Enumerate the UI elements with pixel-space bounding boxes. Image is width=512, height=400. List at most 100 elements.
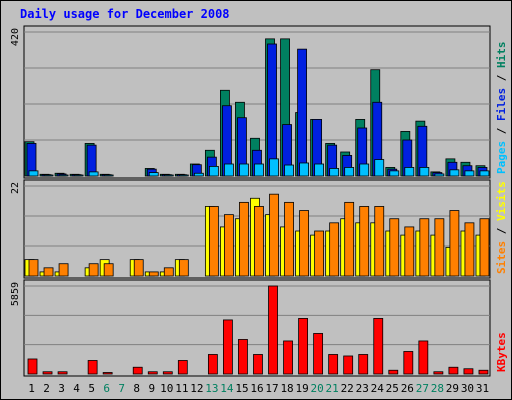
bar-pages-day-18 [284,164,294,177]
bar-sites-day-26 [404,226,415,277]
x-tick-label-day-4: 4 [73,382,80,395]
bar-kbytes-day-24 [373,318,384,375]
bar-kbytes-day-15 [238,339,248,375]
bar-pages-day-9 [148,172,159,177]
bar-kbytes-day-18 [283,340,293,375]
y-max-label: 420 [10,28,21,46]
panel-legend: Sites / Visits [495,181,508,274]
x-tick-label-day-3: 3 [58,382,65,395]
x-tick-label-day-5: 5 [88,382,95,395]
x-tick-label-day-27: 27 [416,382,429,395]
bar-pages-day-28 [434,173,445,177]
panel-legend: KBytes [495,332,508,372]
bar-pages-day-16 [254,163,264,177]
bar-pages-day-6 [103,174,114,177]
bar-sites-day-5 [88,263,99,277]
bar-sites-day-21 [329,222,340,277]
x-tick-label-day-6: 6 [103,382,110,395]
bar-pages-day-15 [239,163,249,177]
legend-entry: KBytes [495,332,508,372]
bar-kbytes-day-10 [162,371,173,375]
x-tick-label-day-18: 18 [280,382,293,395]
x-tick-label-day-22: 22 [341,382,354,395]
legend-entry: / [495,68,508,88]
x-tick-label-day-15: 15 [235,382,248,395]
bar-kbytes-day-13 [207,354,218,375]
bar-sites-day-16 [254,206,264,277]
bar-kbytes-day-29 [448,366,459,375]
bar-kbytes-day-27 [418,340,429,375]
bar-kbytes-day-11 [177,360,188,375]
panel-hits: 420 Pages / Files / Hits [10,25,508,179]
bar-kbytes-day-22 [343,355,354,375]
bar-sites-day-20 [314,230,325,277]
x-tick-label-day-19: 19 [295,382,308,395]
panel-kbytes: 5859 KBytes [10,279,508,377]
bar-pages-day-27 [419,167,430,177]
bar-pages-day-14 [224,163,234,177]
y-max-label: 5859 [10,282,21,306]
x-tick-label-day-2: 2 [43,382,50,395]
bar-kbytes-day-3 [57,371,68,375]
x-tick-label-day-14: 14 [220,382,234,395]
bar-pages-day-21 [329,168,340,177]
bar-pages-day-10 [163,174,174,177]
bar-pages-day-2 [43,174,54,177]
bar-sites-day-31 [479,218,490,277]
legend-entry: Visits [495,181,508,221]
bar-pages-day-11 [178,174,189,177]
bar-pages-day-3 [58,174,69,177]
panel-visits: 22 Sites / Visits [10,179,508,279]
bar-files-day-17 [267,43,277,177]
bar-pages-day-22 [344,167,355,177]
bar-pages-day-17 [269,158,279,177]
bar-pages-day-13 [208,165,219,177]
x-tick-label-day-10: 10 [160,382,173,395]
bar-kbytes-day-8 [132,366,143,375]
bar-pages-day-1 [28,170,39,177]
bar-kbytes-day-16 [253,354,263,375]
bar-sites-day-19 [299,210,309,277]
bar-sites-day-6 [103,263,114,277]
legend-entry: Hits [495,42,508,69]
bar-kbytes-day-19 [298,318,308,375]
x-tick-label-day-31: 31 [476,382,489,395]
bar-kbytes-day-9 [147,371,158,375]
x-tick-label-day-23: 23 [356,382,369,395]
bar-sites-day-27 [419,218,430,277]
bar-kbytes-day-31 [478,369,489,375]
x-tick-label-day-26: 26 [401,382,414,395]
bar-kbytes-day-23 [358,354,369,375]
x-tick-label-day-7: 7 [118,382,125,395]
bar-kbytes-day-2 [42,371,53,375]
bar-pages-day-25 [389,170,400,177]
x-tick-label-day-25: 25 [386,382,399,395]
bar-sites-day-17 [269,193,279,277]
bar-sites-day-15 [239,201,249,277]
legend-entry: Pages [495,141,508,174]
bar-sites-day-18 [284,201,294,277]
bar-kbytes-day-20 [313,333,324,375]
bar-kbytes-day-25 [388,369,399,375]
x-tick-label-day-12: 12 [190,382,203,395]
x-tick-label-day-28: 28 [431,382,444,395]
bar-kbytes-day-28 [433,371,444,375]
bar-pages-day-19 [299,162,309,177]
bar-sites-day-8 [133,259,144,277]
bar-pages-day-29 [449,169,460,177]
bar-kbytes-day-21 [328,354,339,375]
bar-kbytes-day-26 [403,351,414,375]
x-tick-label-day-17: 17 [265,382,278,395]
bar-kbytes-day-14 [223,319,233,375]
x-tick-label-day-13: 13 [205,382,218,395]
bar-sites-day-30 [464,222,475,277]
bar-sites-day-24 [374,206,385,277]
bar-kbytes-day-1 [27,358,38,375]
bar-pages-day-4 [73,174,84,177]
bar-kbytes-day-30 [463,368,474,375]
legend-entry: / [495,221,508,241]
panel-legend: Pages / Files / Hits [495,42,508,175]
bar-sites-day-23 [359,206,370,277]
bar-files-day-19 [297,48,307,177]
x-tick-label-day-30: 30 [461,382,474,395]
